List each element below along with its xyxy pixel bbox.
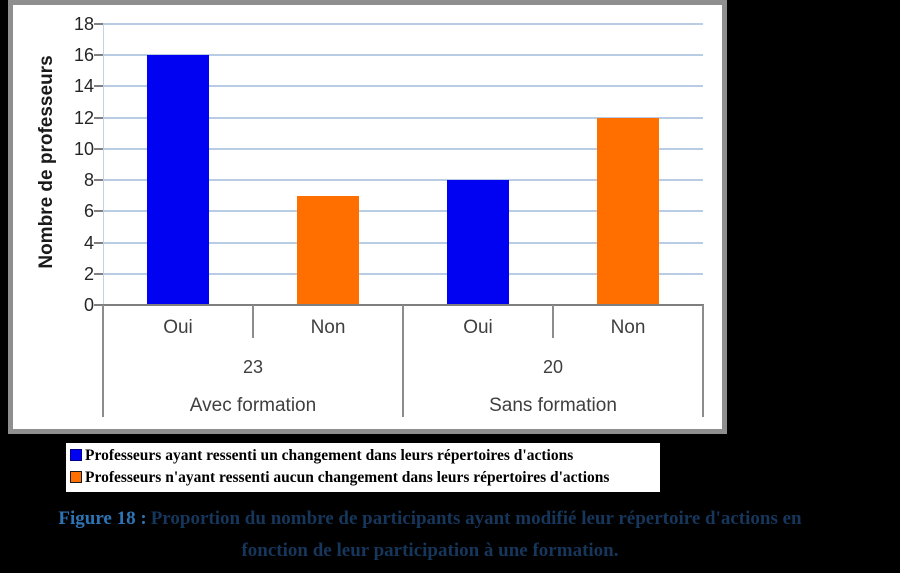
legend-swatch-icon (70, 471, 82, 483)
y-tick-label: 10 (73, 138, 94, 159)
y-tick-label: 16 (73, 45, 94, 66)
figure-number-label: Figure 18 : (58, 508, 147, 529)
group-divider-2 (702, 305, 704, 417)
y-tick-mark (94, 272, 103, 275)
group-count-label: 23 (242, 357, 264, 377)
gridline-6 (103, 210, 703, 213)
bar-non-avec-formation (297, 195, 359, 305)
category-tick-1 (552, 305, 554, 338)
y-tick-mark (94, 210, 103, 213)
caption-line-1: Figure 18 : Proportion du nombre de parti… (0, 503, 860, 535)
y-tick-label: 14 (73, 76, 94, 97)
y-axis-line (103, 24, 104, 305)
gridline-4 (103, 241, 703, 244)
y-tick-label: 8 (83, 170, 94, 191)
y-tick-mark (94, 85, 103, 88)
y-tick-mark (94, 147, 103, 150)
x-category-label: Oui (463, 317, 493, 338)
gridline-14 (103, 85, 703, 88)
gridline-16 (103, 54, 703, 57)
y-tick-mark (94, 179, 103, 182)
group-count-label: 20 (542, 357, 564, 377)
legend: Professeurs ayant ressenti un changement… (64, 441, 662, 494)
y-tick-label: 2 (83, 263, 94, 284)
bar-oui-sans-formation (447, 180, 509, 305)
bar-non-sans-formation (597, 117, 659, 305)
y-tick-label: 18 (73, 14, 94, 34)
legend-label: Professeurs n'ayant ressenti aucun chang… (85, 469, 610, 486)
gridline-8 (103, 179, 703, 182)
legend-swatch-icon (70, 449, 82, 461)
group-divider-0 (102, 305, 104, 417)
x-category-label: Non (310, 317, 346, 338)
legend-label: Professeurs ayant ressenti un changement… (85, 447, 574, 464)
gridline-2 (103, 272, 703, 275)
caption-text-1: Proportion du nombre de participants aya… (150, 508, 802, 529)
y-tick-mark (94, 54, 103, 57)
figure-caption: Figure 18 : Proportion du nombre de parti… (0, 503, 860, 567)
y-axis-title: Nombre de professeurs (36, 55, 57, 269)
chart-panel: Nombre de professeurs 0 2 4 6 8 10 12 14 16 18 Oui… (8, 0, 727, 434)
caption-line-2: fonction de leur participation à une for… (241, 540, 619, 561)
gridline-18 (103, 23, 703, 25)
y-tick-mark (94, 116, 103, 119)
bar-oui-avec-formation (147, 55, 209, 305)
gridline-10 (103, 147, 703, 150)
category-tick-0 (252, 305, 254, 338)
x-category-label: Non (610, 317, 646, 338)
group-divider-1 (402, 305, 404, 417)
legend-item-0: Professeurs ayant ressenti un changement… (70, 445, 656, 467)
y-tick-mark (94, 23, 103, 25)
chart-inner: Nombre de professeurs 0 2 4 6 8 10 12 14 16 18 Oui… (13, 5, 722, 429)
group-name-label: Avec formation (189, 395, 317, 416)
x-category-label: Oui (163, 317, 193, 338)
x-axis-line (94, 304, 704, 306)
y-tick-mark (94, 241, 103, 244)
y-tick-label: 0 (83, 295, 94, 315)
group-name-label: Sans formation (489, 395, 617, 416)
y-tick-label: 6 (83, 201, 94, 222)
gridline-12 (103, 116, 703, 119)
y-tick-label: 12 (73, 107, 94, 128)
legend-item-1: Professeurs n'ayant ressenti aucun chang… (70, 467, 656, 489)
y-tick-label: 4 (83, 232, 94, 253)
